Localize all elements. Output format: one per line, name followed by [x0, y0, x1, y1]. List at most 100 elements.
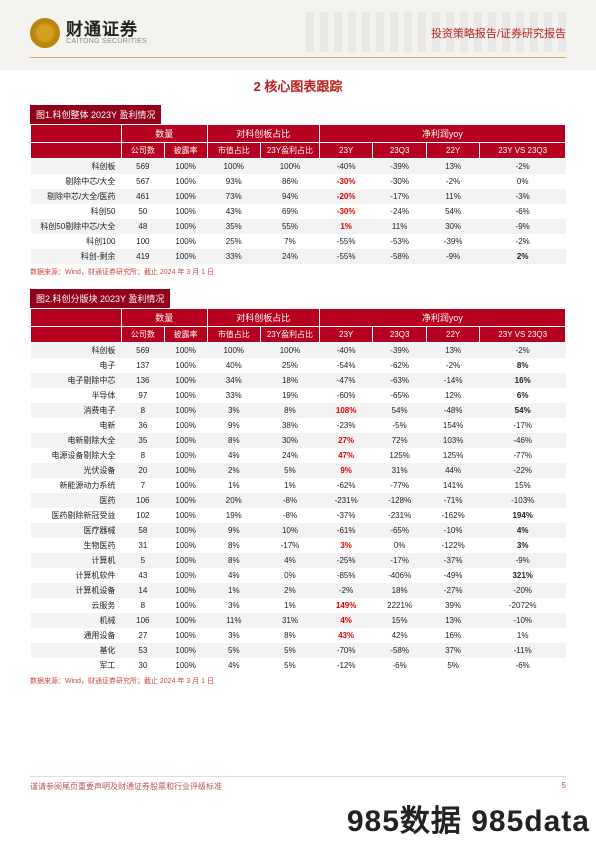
cell: 103% [426, 433, 480, 448]
cell: -49% [426, 568, 480, 583]
th-blank [31, 309, 122, 327]
cell: -11% [480, 643, 566, 658]
cell: -40% [319, 159, 373, 175]
cell: 8 [121, 448, 164, 463]
cell: -2% [426, 358, 480, 373]
cell: 125% [426, 448, 480, 463]
cell: 39% [426, 598, 480, 613]
table-row: 电子剔除中芯136100%34%18%-47%-63%-14%16% [31, 373, 566, 388]
cell: 100% [164, 523, 207, 538]
cell: 35% [207, 219, 261, 234]
cell: 100% [164, 643, 207, 658]
cell: 19% [261, 388, 320, 403]
cell: 141% [426, 478, 480, 493]
cell: 100% [164, 189, 207, 204]
cell: -62% [319, 478, 373, 493]
cell: 11% [373, 219, 427, 234]
cell: 7 [121, 478, 164, 493]
cell: 100% [164, 448, 207, 463]
cell: 8% [480, 358, 566, 373]
cell: 100% [164, 234, 207, 249]
cell: 5% [261, 643, 320, 658]
cell: 0% [480, 174, 566, 189]
cell: -2% [319, 583, 373, 598]
cell: 1% [261, 598, 320, 613]
cell: 569 [121, 159, 164, 175]
cell: 31% [373, 463, 427, 478]
cell: -10% [426, 523, 480, 538]
table-row: 医药106100%20%-8%-231%-128%-71%-103% [31, 493, 566, 508]
cell: -30% [373, 174, 427, 189]
cell: -6% [373, 658, 427, 673]
cell: -20% [319, 189, 373, 204]
table-row: 电子137100%40%25%-54%-62%-2%8% [31, 358, 566, 373]
cell: 69% [261, 204, 320, 219]
cell: -48% [426, 403, 480, 418]
table-row: 电新36100%9%38%-23%-5%154%-17% [31, 418, 566, 433]
row-label: 电子剔除中芯 [31, 373, 122, 388]
row-label: 电子 [31, 358, 122, 373]
cell: -30% [319, 204, 373, 219]
cell: 0% [373, 538, 427, 553]
cell: 461 [121, 189, 164, 204]
cell: 100% [164, 613, 207, 628]
cell: 43% [319, 628, 373, 643]
cell: 4% [261, 553, 320, 568]
cell: -24% [373, 204, 427, 219]
cell: -30% [319, 174, 373, 189]
cell: 27 [121, 628, 164, 643]
cell: 33% [207, 249, 261, 264]
table1-source: 数据来源：Wind，财通证券研究所；截止 2024 年 3 月 1 日 [30, 267, 566, 277]
cell: 419 [121, 249, 164, 264]
th-group-share: 对科创板占比 [207, 125, 319, 143]
col-header: 23Y盈利占比 [261, 327, 320, 343]
cell: 4% [319, 613, 373, 628]
cell: 8% [261, 628, 320, 643]
col-header: 披露率 [164, 143, 207, 159]
table-row: 云服务8100%3%1%149%2221%39%-2072% [31, 598, 566, 613]
cell: 100% [164, 358, 207, 373]
row-label: 科创50 [31, 204, 122, 219]
th-group-share: 对科创板占比 [207, 309, 319, 327]
cell: 9% [207, 523, 261, 538]
cell: -65% [373, 388, 427, 403]
cell: 4% [207, 448, 261, 463]
cell: 4% [207, 568, 261, 583]
cell: 194% [480, 508, 566, 523]
cell: -128% [373, 493, 427, 508]
cell: 100% [164, 658, 207, 673]
cell: 100% [164, 249, 207, 264]
cell: -39% [373, 343, 427, 359]
cell: -17% [480, 418, 566, 433]
th-group-yoy: 净利润yoy [319, 125, 565, 143]
cell: -77% [373, 478, 427, 493]
report-type: 投资策略报告/证券研究报告 [431, 25, 566, 41]
cell: -2% [480, 234, 566, 249]
cell: -54% [319, 358, 373, 373]
table-row: 计算机软件43100%4%0%-85%-406%-49%321% [31, 568, 566, 583]
table-row: 电源设备剔除大全8100%4%24%47%125%125%-77% [31, 448, 566, 463]
cell: 1% [480, 628, 566, 643]
cell: 7% [261, 234, 320, 249]
table-row: 生物医药31100%8%-17%3%0%-122%3% [31, 538, 566, 553]
cell: 37% [426, 643, 480, 658]
row-label: 电新剔除大全 [31, 433, 122, 448]
cell: 25% [207, 234, 261, 249]
cell: 321% [480, 568, 566, 583]
row-label: 剔除中芯/大全/医药 [31, 189, 122, 204]
table-row: 计算机设备14100%1%2%-2%18%-27%-20% [31, 583, 566, 598]
row-label: 科创板 [31, 343, 122, 359]
cell: 108% [319, 403, 373, 418]
cell: 9% [207, 418, 261, 433]
cell: -17% [261, 538, 320, 553]
cell: 13% [426, 613, 480, 628]
cell: 94% [261, 189, 320, 204]
cell: 6% [480, 388, 566, 403]
cell: 8 [121, 598, 164, 613]
logo-cn: 财通证券 [66, 21, 147, 38]
cell: -62% [373, 358, 427, 373]
cell: 18% [261, 373, 320, 388]
cell: 100% [164, 159, 207, 175]
table1-caption: 图1.科创整体 2023Y 盈利情况 [30, 105, 161, 124]
cell: -14% [426, 373, 480, 388]
